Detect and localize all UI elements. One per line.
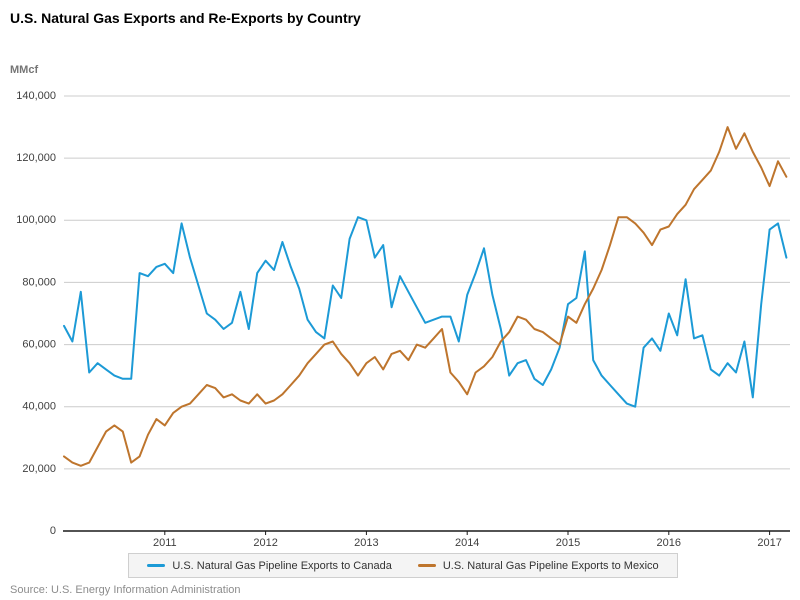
y-axis-tick-label: 40,000 (22, 401, 56, 413)
x-axis-tick-label: 2012 (253, 537, 277, 549)
legend-label-canada: U.S. Natural Gas Pipeline Exports to Can… (172, 559, 392, 572)
y-axis-tick-label: 20,000 (22, 463, 56, 475)
x-axis-tick-label: 2015 (556, 537, 580, 549)
chart-legend: U.S. Natural Gas Pipeline Exports to Can… (128, 553, 678, 578)
y-axis-tick-label: 60,000 (22, 338, 56, 350)
x-axis-tick-label: 2014 (455, 537, 479, 549)
y-axis-tick-label: 80,000 (22, 276, 56, 288)
legend-item-canada[interactable]: U.S. Natural Gas Pipeline Exports to Can… (147, 560, 392, 572)
canada-line-swatch-icon (147, 564, 166, 567)
x-axis-tick-label: 2011 (153, 537, 177, 549)
legend-label-mexico: U.S. Natural Gas Pipeline Exports to Mex… (442, 559, 659, 572)
source-attribution: Source: U.S. Energy Information Administ… (10, 584, 241, 596)
y-axis-tick-label: 140,000 (16, 90, 56, 102)
chart-title: U.S. Natural Gas Exports and Re-Exports … (10, 10, 361, 26)
y-axis-tick-label: 0 (50, 525, 56, 537)
mexico-line-swatch-icon (417, 564, 436, 567)
mexico-series-line (63, 126, 788, 467)
x-axis-tick-label: 2013 (354, 537, 378, 549)
y-axis-tick-label: 120,000 (16, 152, 56, 164)
y-axis-unit-label: MMcf (10, 64, 39, 76)
line-chart-plot: 0 20,000 40,000 60,000 80,000 100,000 120,000 1… (16, 90, 790, 549)
canada-series-line (63, 216, 788, 408)
x-axis-tick-label: 2016 (657, 537, 681, 549)
y-axis-tick-label: 100,000 (16, 214, 56, 226)
legend-item-mexico[interactable]: U.S. Natural Gas Pipeline Exports to Mex… (417, 559, 659, 572)
x-axis-tick-label: 2017 (757, 537, 781, 549)
